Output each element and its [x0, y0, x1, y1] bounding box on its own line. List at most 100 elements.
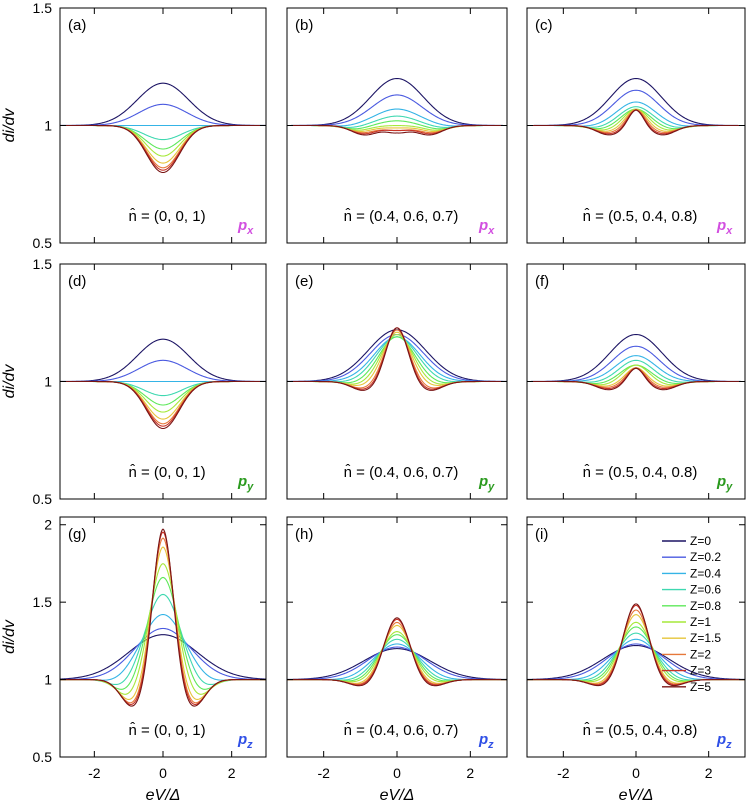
series-line-e-1	[287, 333, 507, 383]
series-line-h-4	[287, 634, 507, 682]
panel-label-a: (a)	[68, 17, 86, 34]
series-line-b-9	[287, 124, 507, 136]
series-line-a-7	[60, 124, 266, 169]
panel-label-h: (h)	[295, 526, 313, 543]
series-line-c-6	[527, 108, 745, 132]
series-line-b-2	[287, 108, 507, 127]
series-line-h-9	[287, 617, 507, 687]
series-line-a-6	[60, 124, 266, 164]
x-tick-label-h-1: 0	[393, 765, 401, 781]
series-line-c-8	[527, 109, 745, 135]
series-line-e-5	[287, 333, 507, 385]
series-line-d-0	[60, 338, 266, 383]
panel-h: (h) n̂ = (0.4, 0.6, 0.7) pz	[286, 516, 508, 758]
series-line-e-7	[287, 329, 507, 389]
panel-b-curves	[287, 77, 507, 136]
series-line-d-7	[60, 380, 266, 425]
panel-label-f: (f)	[535, 273, 549, 290]
series-line-e-9	[287, 327, 507, 391]
ticks-g	[60, 517, 266, 758]
x-tick-label-i-1: 0	[632, 765, 640, 781]
x-tick-label-h-0: -2	[317, 765, 330, 781]
axes-text-layer: 0.5 1 1.5 di/dv 0.5 1 1.5 di/dv -2 0 2 eV/Δ 0.5 1 1.5 2…	[1, 0, 713, 804]
panel-i: (i) n̂ = (0.5, 0.4, 0.8) pz	[526, 516, 746, 758]
series-line-g-3	[60, 593, 266, 686]
y-tick-label-a-2: 1.5	[33, 0, 53, 16]
ticks-f	[527, 263, 745, 500]
panel-f: (f) n̂ = (0.5, 0.4, 0.8) py	[526, 263, 746, 500]
series-line-i-9	[527, 603, 745, 687]
legend-entry-3: Z=0.6	[690, 583, 721, 597]
series-line-h-1	[287, 646, 507, 681]
orbital-label-d: py	[237, 473, 254, 493]
orbital-label-g: pz	[237, 731, 253, 751]
panel-a-curves	[60, 82, 266, 174]
series-line-g-2	[60, 613, 266, 681]
series-line-i-6	[527, 614, 745, 684]
y-tick-label-d-0: 0.5	[33, 491, 53, 507]
y-tick-label-g-0: 0.5	[33, 749, 53, 765]
n-hat-label-c: n̂ = (0.5, 0.4, 0.8)	[583, 208, 698, 225]
orbital-label-f: py	[716, 473, 733, 493]
n-hat-label-b: n̂ = (0.4, 0.6, 0.7)	[344, 208, 459, 225]
series-line-c-5	[527, 108, 745, 131]
series-line-e-4	[287, 336, 507, 384]
panel-h-curves	[287, 617, 507, 687]
legend-entry-9: Z=5	[690, 680, 711, 694]
panel-label-b: (b)	[295, 17, 313, 34]
series-line-a-9	[60, 124, 266, 174]
y-tick-label-d-1: 1	[44, 374, 52, 390]
n-hat-label-a: n̂ = (0, 0, 1)	[128, 208, 205, 225]
series-line-d-1	[60, 359, 266, 383]
ticks-i	[527, 517, 745, 758]
series-line-i-1	[527, 643, 745, 681]
n-hat-label-d: n̂ = (0, 0, 1)	[128, 464, 205, 481]
panel-frame-g	[59, 516, 267, 758]
series-line-h-0	[287, 648, 507, 681]
panel-label-d: (d)	[68, 273, 86, 290]
panel-d-curves	[60, 338, 266, 430]
series-line-e-2	[287, 336, 507, 383]
y-tick-label-d-2: 1.5	[33, 256, 53, 272]
panel-e-curves	[287, 327, 507, 391]
series-line-d-3	[60, 380, 266, 397]
panel-g-curves	[60, 528, 266, 707]
series-line-a-1	[60, 103, 266, 127]
legend: Z=0 Z=0.2 Z=0.4 Z=0.6 Z=0.8 Z=1 Z=1.5 Z=2 Z=3 Z=5	[662, 534, 721, 694]
y-axis-title-row-0: di/dv	[1, 108, 18, 143]
series-line-h-2	[287, 643, 507, 681]
y-tick-label-g-3: 2	[44, 517, 52, 533]
series-line-g-1	[60, 627, 266, 681]
orbital-label-i: pz	[716, 731, 732, 751]
panel-b: (b) n̂ = (0.4, 0.6, 0.7) px	[286, 7, 508, 244]
series-line-d-9	[60, 380, 266, 430]
legend-entry-2: Z=0.4	[690, 566, 721, 580]
y-tick-label-g-1: 1	[44, 672, 52, 688]
panel-c: (c) n̂ = (0.5, 0.4, 0.8) px	[526, 7, 746, 244]
panel-i-curves	[527, 603, 745, 687]
panel-label-c: (c)	[535, 17, 553, 34]
series-line-a-5	[60, 124, 266, 157]
ticks-h	[287, 517, 507, 758]
series-line-f-8	[527, 367, 745, 390]
series-line-f-0	[527, 333, 745, 383]
panel-label-i: (i)	[535, 526, 548, 543]
series-line-g-0	[60, 634, 266, 680]
y-axis-title-row-1: di/dv	[1, 364, 18, 399]
legend-entry-6: Z=1.5	[690, 631, 721, 645]
panel-label-e: (e)	[295, 273, 313, 290]
x-tick-label-g-1: 0	[159, 765, 167, 781]
series-line-d-6	[60, 380, 266, 420]
series-line-c-0	[527, 77, 745, 127]
n-hat-label-e: n̂ = (0.4, 0.6, 0.7)	[344, 464, 459, 481]
x-axis-title-i: eV/Δ	[619, 787, 654, 804]
series-line-h-8	[287, 618, 507, 686]
ticks-d	[60, 263, 266, 500]
series-line-f-7	[527, 367, 745, 388]
panel-d: (d) n̂ = (0, 0, 1) py	[59, 263, 267, 500]
series-line-i-0	[527, 644, 745, 680]
ticks-e	[287, 263, 507, 500]
n-hat-label-f: n̂ = (0.5, 0.4, 0.8)	[583, 464, 698, 481]
series-line-a-0	[60, 82, 266, 127]
series-line-e-6	[287, 331, 507, 386]
